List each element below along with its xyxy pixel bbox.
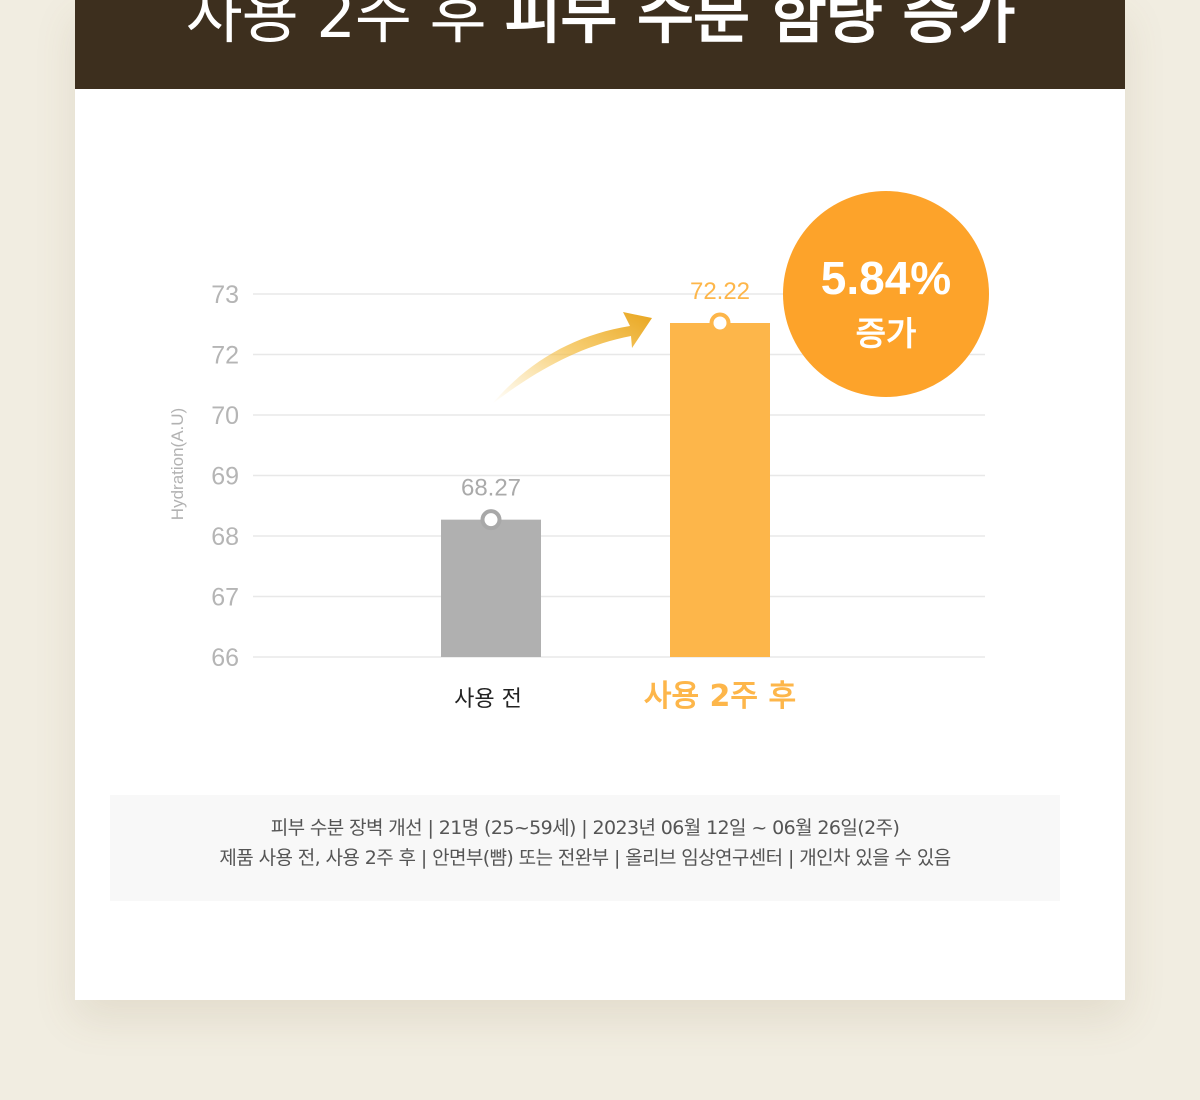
header-banner: 사용 2주 후 피부 수분 함량 증가	[75, 0, 1125, 89]
study-note-line-2: 제품 사용 전, 사용 2주 후 | 안면부(뺨) 또는 전완부 | 올리브 임…	[219, 847, 951, 869]
title-light: 사용 2주 후	[185, 0, 487, 52]
bar-after	[670, 323, 770, 657]
bar-before	[441, 519, 541, 657]
y-tick-label: 69	[211, 463, 239, 491]
value-marker	[709, 312, 731, 334]
increase-label: 증가	[856, 314, 917, 353]
value-marker	[480, 509, 502, 531]
increase-badge: 5.84% 증가	[783, 191, 989, 397]
y-tick-label: 66	[211, 644, 239, 672]
hydration-bar-chart: 73 72 70 69 68 67 66 68.27 72.22 Hydration(A.U)…	[168, 191, 989, 714]
category-label-after: 사용 2주 후	[644, 679, 796, 714]
y-axis-label: Hydration(A.U)	[168, 408, 187, 520]
y-tick-label: 72	[211, 342, 239, 370]
content-card: 사용 2주 후 피부 수분 함량 증가 73 72 70 69 68 67 66 68.27…	[75, 0, 1125, 1000]
increase-percent: 5.84%	[821, 252, 951, 304]
page-title: 사용 2주 후 피부 수분 함량 증가	[75, 0, 1125, 56]
y-tick-label: 70	[211, 402, 239, 430]
y-tick-label: 68	[211, 523, 239, 551]
value-label-after: 72.22	[690, 278, 750, 305]
y-tick-label: 73	[211, 281, 239, 309]
increase-arrow-icon	[492, 312, 652, 404]
value-label-before: 68.27	[461, 475, 521, 502]
study-note: 피부 수분 장벽 개선 | 21명 (25~59세) | 2023년 06월 1…	[110, 795, 1060, 901]
title-bold: 피부 수분 함량 증가	[504, 0, 1015, 52]
study-note-line-1: 피부 수분 장벽 개선 | 21명 (25~59세) | 2023년 06월 1…	[270, 817, 900, 839]
y-tick-label: 67	[211, 584, 239, 612]
category-label-before: 사용 전	[454, 687, 522, 712]
